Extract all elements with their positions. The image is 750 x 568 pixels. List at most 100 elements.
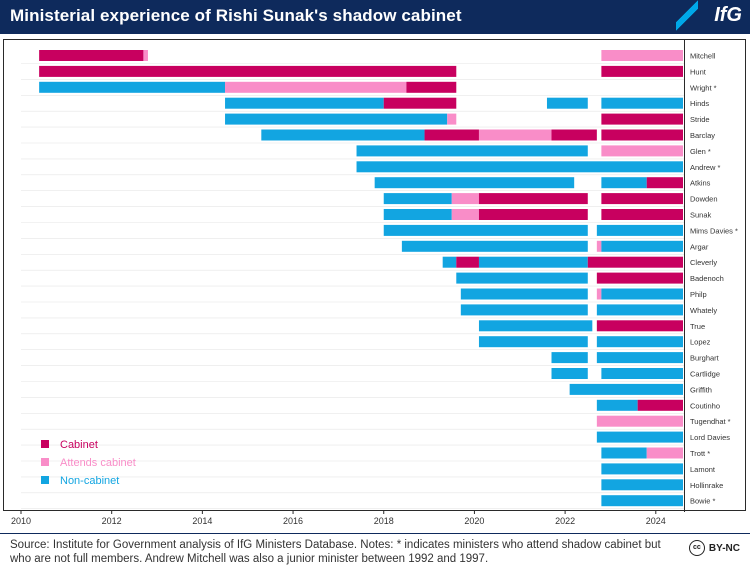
bar-segment (478, 129, 552, 141)
row-label: Atkins (690, 179, 711, 188)
bar-segment (261, 129, 425, 141)
row-label: Philp (690, 290, 707, 299)
bar-segment (596, 415, 683, 427)
row-label: Mims Davies * (690, 226, 738, 235)
bar-segment (596, 240, 602, 252)
bar-segment (551, 368, 588, 379)
bar-segment (478, 320, 593, 332)
bar-segment (356, 161, 683, 173)
bar-segment (601, 97, 683, 109)
legend-swatch (41, 440, 49, 448)
bar-segment (601, 368, 683, 379)
row-label: Barclay (690, 131, 715, 140)
ifg-logo: IfG (714, 4, 742, 26)
row-label: Glen * (690, 147, 711, 156)
row-label: Tugendhat * (690, 417, 731, 426)
bar-segment (456, 272, 588, 284)
legend-swatch (41, 476, 49, 484)
row-label: Lopez (690, 338, 711, 347)
bar-segment (596, 272, 683, 284)
bar-segment (225, 97, 384, 109)
bar-segment (646, 447, 683, 459)
bar-segment (601, 50, 683, 61)
bar-segment (601, 145, 683, 157)
row-label: Andrew * (690, 163, 721, 172)
row-label: Wright * (690, 83, 717, 92)
bar-segment (551, 352, 588, 364)
legend-label: Attends cabinet (60, 457, 136, 469)
bar-segment (406, 81, 457, 93)
bar-segment (637, 399, 683, 411)
bar-segment (460, 304, 588, 316)
x-tick-label: 2014 (192, 516, 212, 526)
row-label: True (690, 322, 705, 331)
x-tick-label: 2018 (374, 516, 394, 526)
source-note: Source: Institute for Government analysi… (10, 539, 661, 565)
bar-segment (596, 224, 683, 236)
x-tick-label: 2020 (464, 516, 484, 526)
logo-stripe (676, 0, 698, 34)
bar-segment (401, 240, 588, 252)
row-label: Lamont (690, 465, 716, 474)
row-label: Mitchell (690, 52, 716, 61)
row-label: Lord Davies (690, 433, 730, 442)
bar-segment (424, 129, 479, 141)
bar-segment (551, 129, 597, 141)
bar-segment (143, 50, 148, 61)
bar-segment (596, 288, 602, 300)
legend-swatch (41, 458, 49, 466)
bar-segment (596, 431, 683, 443)
chart-header: Ministerial experience of Rishi Sunak's … (0, 0, 750, 34)
legend-label: Non-cabinet (60, 475, 119, 487)
timeline-chart: Mitchell Hunt Wright * Hinds Stride Barclay Gl… (3, 39, 746, 526)
bar-segment (601, 240, 683, 252)
bar-segment (596, 352, 683, 364)
row-label: Bowie * (690, 497, 716, 506)
x-tick-label: 2010 (11, 516, 31, 526)
bar-segment (478, 256, 588, 268)
bar-segment (601, 113, 683, 125)
bar-segment (601, 495, 683, 507)
bar-segment (447, 113, 457, 125)
license-badge: cc BY-NC (688, 540, 740, 556)
bar-segment (225, 81, 407, 93)
row-label: Hinds (690, 99, 709, 108)
bar-segment (596, 336, 683, 348)
bar-segment (478, 193, 588, 205)
bar-segment (478, 336, 588, 348)
row-label: Hunt (690, 67, 707, 76)
bar-segment (587, 256, 683, 268)
bar-segment (601, 177, 647, 189)
bar-segment (451, 193, 479, 205)
row-label: Griffith (690, 385, 712, 394)
cc-icon: cc (688, 540, 705, 556)
bar-segment (374, 177, 575, 189)
bar-segment (601, 193, 683, 205)
bar-segment (596, 320, 683, 332)
bar-segment (383, 209, 452, 220)
bar-segment (383, 193, 452, 205)
row-label: Cleverly (690, 258, 717, 267)
license-text: BY-NC (708, 542, 740, 554)
row-label: Coutinho (690, 401, 720, 410)
x-tick-label: 2024 (646, 516, 666, 526)
bar-segment (39, 81, 226, 93)
bar-segment (596, 304, 683, 316)
bar-segment (646, 177, 683, 189)
bar-segment (383, 224, 588, 236)
bar-segment (225, 113, 448, 125)
x-tick-label: 2012 (102, 516, 122, 526)
legend-label: Cabinet (60, 439, 98, 451)
bar-segment (601, 288, 683, 300)
bar-segment (478, 209, 588, 220)
bar-segment (460, 288, 588, 300)
bar-segment (601, 463, 683, 475)
bar-segment (456, 256, 479, 268)
bar-segment (442, 256, 457, 268)
row-label: Argar (690, 242, 709, 251)
row-label: Stride (690, 115, 710, 124)
bar-segment (601, 447, 647, 459)
bar-segment (601, 65, 683, 77)
row-label: Burghart (690, 354, 720, 363)
bar-segment (546, 97, 588, 109)
